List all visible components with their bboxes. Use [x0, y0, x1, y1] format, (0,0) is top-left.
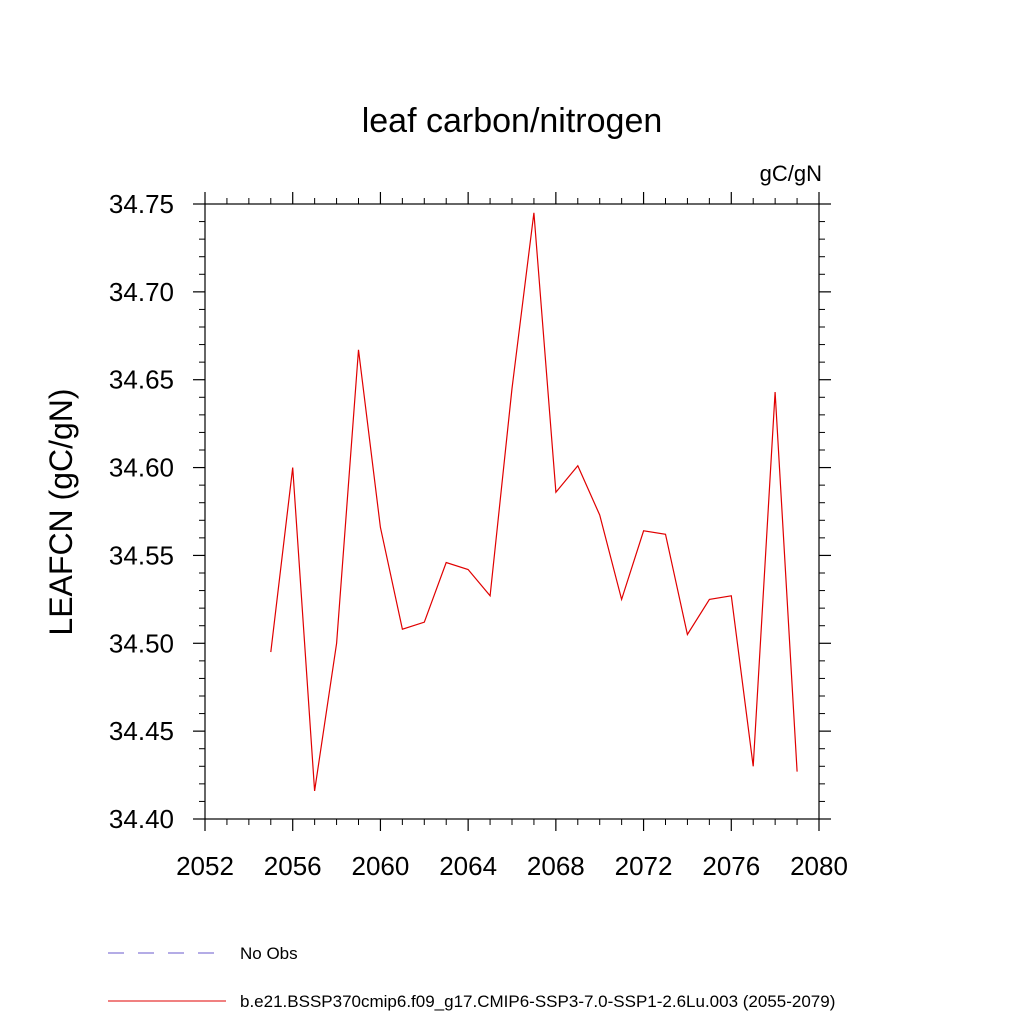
y-tick-label: 34.75: [109, 189, 174, 219]
y-tick-label: 34.50: [109, 628, 174, 658]
x-tick-label: 2072: [615, 851, 673, 881]
axis-ticks: [193, 192, 831, 831]
y-tick-label: 34.55: [109, 540, 174, 570]
series-line: [270, 212, 798, 791]
x-tick-label: 2068: [527, 851, 585, 881]
y-tick-label: 34.65: [109, 365, 174, 395]
axis-tick-labels: 2052 2056 2060 2064 2068 2072 2076 2080 34.40 34.…: [109, 189, 848, 881]
plot-frame: [204, 203, 820, 820]
y-axis-label: LEAFCN (gC/gN): [43, 388, 79, 635]
y-tick-label: 34.60: [109, 453, 174, 483]
x-tick-label: 2064: [439, 851, 497, 881]
legend-label: b.e21.BSSP370cmip6.f09_g17.CMIP6-SSP3-7.…: [240, 992, 835, 1011]
legend-label: No Obs: [240, 944, 298, 963]
x-tick-label: 2080: [790, 851, 848, 881]
x-tick-label: 2056: [264, 851, 322, 881]
y-tick-label: 34.45: [109, 716, 174, 746]
chart-title: leaf carbon/nitrogen: [362, 102, 663, 140]
x-tick-label: 2060: [352, 851, 410, 881]
series-lines: [270, 212, 798, 791]
legend: No Obs b.e21.BSSP370cmip6.f09_g17.CMIP6-S…: [108, 944, 835, 1011]
x-tick-label: 2076: [702, 851, 760, 881]
units-label: gC/gN: [760, 161, 822, 186]
x-tick-label: 2052: [176, 851, 234, 881]
y-tick-label: 34.70: [109, 277, 174, 307]
y-tick-label: 34.40: [109, 804, 174, 834]
